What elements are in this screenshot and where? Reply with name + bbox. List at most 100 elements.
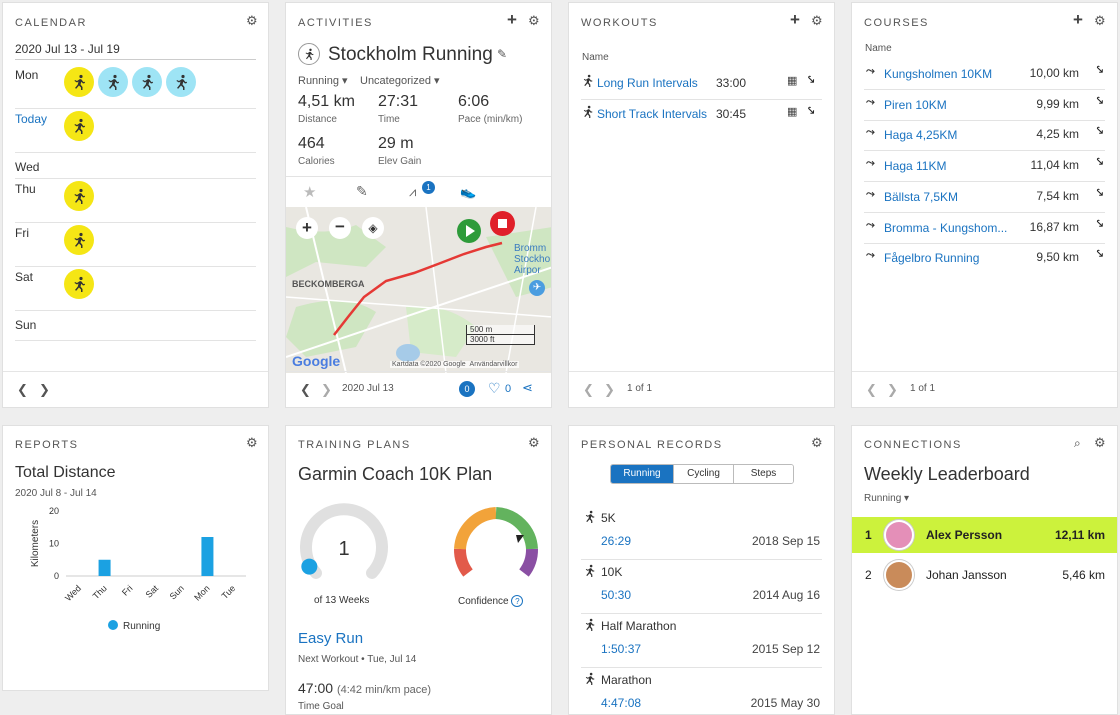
tab-steps[interactable]: Steps [733,465,793,483]
leader-name[interactable]: Johan Jansson [926,568,1007,582]
report-name[interactable]: Total Distance [15,464,116,481]
activity-run-icon[interactable] [64,181,94,211]
workout-row[interactable]: Short Track Intervals 30:45 ▦ ⤥ [581,100,822,131]
gear-icon[interactable]: ⚙ [1094,435,1106,450]
add-icon[interactable]: + [507,10,517,29]
chevron-right-icon[interactable]: ❯ [604,382,615,397]
add-icon[interactable]: + [790,10,800,29]
chevron-left-icon[interactable]: ❮ [866,382,877,397]
workout-name[interactable]: Long Run Intervals [597,76,698,90]
record-time[interactable]: 50:30 [601,588,632,602]
avatar[interactable] [884,520,914,550]
gear-icon[interactable]: ⚙ [528,435,540,450]
chevron-left-icon[interactable]: ❮ [17,382,28,397]
send-to-device-icon[interactable]: ⤥ [1096,217,1103,230]
chevron-right-icon[interactable]: ❯ [321,382,332,397]
send-to-device-icon[interactable]: ⤥ [1096,156,1103,169]
record-row[interactable]: Marathon 4:47:08 2015 May 30 [581,668,822,714]
gear-icon[interactable]: ⚙ [811,435,823,450]
course-name[interactable]: Piren 10KM [884,97,947,112]
leaderboard-filter[interactable]: Running ▾ [864,493,910,504]
course-row[interactable]: ⤳ Kungsholmen 10KM 10,00 km ⤥ [864,59,1105,90]
heart-icon[interactable]: ♡ [488,380,501,396]
course-row[interactable]: ⤳ Piren 10KM 9,99 km ⤥ [864,90,1105,121]
course-row[interactable]: ⤳ Haga 11KM 11,04 km ⤥ [864,151,1105,183]
course-row[interactable]: ⤳ Bällsta 7,5KM 7,54 km ⤥ [864,182,1105,213]
calendar-day-row[interactable]: Wed [15,153,256,179]
bar-thu[interactable] [98,559,111,576]
course-row[interactable]: ⤳ Fågelbro Running 9,50 km ⤥ [864,243,1105,274]
share-icon[interactable]: ⋖ [522,380,533,395]
tab-running[interactable]: Running [611,465,673,483]
calendar-day-row[interactable]: Sat [15,267,256,311]
bar-mon[interactable] [201,537,214,576]
elevation-icon[interactable]: ⩘ [409,184,417,199]
record-row[interactable]: 10K 50:30 2014 Aug 16 [581,560,822,614]
activity-run-icon[interactable] [64,111,94,141]
send-to-device-icon[interactable]: ⤥ [1096,64,1103,76]
record-time[interactable]: 4:47:08 [601,696,642,710]
activity-run-icon[interactable] [64,67,94,97]
course-row[interactable]: ⤳ Bromma - Kungshom... 16,87 km ⤥ [864,213,1105,244]
record-row[interactable]: Half Marathon 1:50:37 2015 Sep 12 [581,614,822,668]
calendar-icon[interactable]: ▦ [787,106,798,118]
leader-name[interactable]: Alex Persson [926,528,1003,542]
course-name[interactable]: Bromma - Kungshom... [884,220,1008,235]
course-name[interactable]: Bällsta 7,5KM [884,189,959,204]
workout-row[interactable]: Long Run Intervals 33:00 ▦ ⤥ [581,69,822,100]
shoe-icon[interactable]: 👟 [460,184,477,199]
activity-run-icon[interactable] [64,225,94,255]
activity-category-select[interactable]: Uncategorized ▾ [360,75,440,87]
plan-name[interactable]: Garmin Coach 10K Plan [298,464,493,484]
avatar[interactable] [884,560,914,590]
gear-icon[interactable]: ⚙ [811,13,823,28]
chevron-left-icon[interactable]: ❮ [583,382,594,397]
comment-count[interactable]: 0 [459,381,475,397]
course-name[interactable]: Haga 4,25KM [884,128,958,143]
calendar-day-row[interactable]: Today [15,109,256,153]
course-name[interactable]: Haga 11KM [884,159,947,174]
gear-icon[interactable]: ⚙ [528,13,540,28]
edit-icon[interactable]: ✎ [497,47,508,61]
chevron-right-icon[interactable]: ❯ [887,382,898,397]
activity-run-icon[interactable] [166,67,196,97]
record-time[interactable]: 26:29 [601,534,632,548]
send-to-device-icon[interactable]: ⤥ [1096,125,1103,138]
course-row[interactable]: ⤳ Haga 4,25KM 4,25 km ⤥ [864,120,1105,152]
send-to-device-icon[interactable]: ⤥ [1096,94,1103,107]
record-row[interactable]: 5K 26:29 2018 Sep 15 [581,506,822,560]
tab-cycling[interactable]: Cycling [673,465,733,483]
activity-run-icon[interactable] [64,269,94,299]
add-icon[interactable]: + [1073,10,1083,29]
gear-icon[interactable]: ⚙ [1094,13,1106,28]
calendar-icon[interactable]: ▦ [787,75,798,87]
help-icon[interactable]: ? [511,595,524,607]
send-to-device-icon[interactable]: ⤥ [1096,186,1103,199]
leaderboard-row[interactable]: 1 Alex Persson 12,11 km [852,517,1117,553]
calendar-day-row[interactable]: Fri [15,223,256,267]
gear-icon[interactable]: ⚙ [246,13,258,28]
star-icon[interactable]: ★ [303,184,317,201]
activity-name[interactable]: Stockholm Running [328,44,493,65]
board-name[interactable]: Weekly Leaderboard [864,464,1030,484]
chevron-right-icon[interactable]: ❯ [39,382,50,397]
search-icon[interactable]: ⌕ [1074,436,1081,450]
send-to-device-icon[interactable]: ⤥ [808,105,815,117]
activity-run-icon[interactable] [98,67,128,97]
course-name[interactable]: Kungsholmen 10KM [884,67,993,81]
layers-icon[interactable]: ◈ [362,217,384,239]
edit-note-icon[interactable]: ✎ [356,183,368,199]
zoom-in-button[interactable]: + [296,217,318,239]
course-name[interactable]: Fågelbro Running [884,251,980,266]
calendar-day-row[interactable]: Sun [15,311,256,341]
send-to-device-icon[interactable]: ⤥ [808,74,815,86]
calendar-day-row[interactable]: Mon [15,65,256,109]
next-workout-name[interactable]: Easy Run [298,630,364,647]
workout-name[interactable]: Short Track Intervals [597,107,708,121]
leaderboard-row[interactable]: 2 Johan Jansson 5,46 km [852,557,1117,593]
send-to-device-icon[interactable]: ⤥ [1096,248,1103,261]
gear-icon[interactable]: ⚙ [246,435,258,450]
activity-run-icon[interactable] [132,67,162,97]
chevron-left-icon[interactable]: ❮ [300,382,311,397]
record-time[interactable]: 1:50:37 [601,642,642,656]
